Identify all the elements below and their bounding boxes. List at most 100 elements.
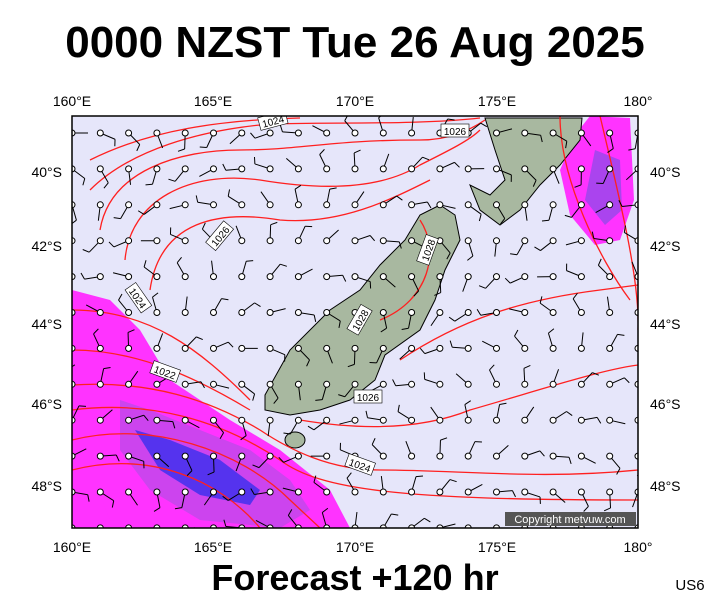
barb-station [239, 453, 245, 459]
barb-station [465, 381, 471, 387]
barb-flag [143, 542, 150, 543]
barb-station [154, 489, 160, 495]
barb-station [494, 166, 500, 172]
barb-station [97, 310, 103, 316]
barb-station [437, 310, 443, 316]
title: 0000 NZST Tue 26 Aug 2025 [65, 18, 645, 67]
barb-station [494, 489, 500, 495]
barb-station [239, 381, 245, 387]
barb-station [607, 202, 613, 208]
barb-station [267, 489, 273, 495]
barb-shaft [58, 277, 72, 285]
barb-station [324, 166, 330, 172]
left-lat-label: 48°S [31, 478, 62, 494]
barb-station [267, 453, 273, 459]
barb-station [126, 417, 132, 423]
barb-station [295, 489, 301, 495]
barb-station [550, 130, 556, 136]
barb-station [380, 453, 386, 459]
barb-station [182, 202, 188, 208]
left-lat-label: 44°S [31, 316, 62, 332]
barb-station [267, 274, 273, 280]
barb-station [352, 274, 358, 280]
barb-flag [484, 530, 485, 537]
barb-station [324, 274, 330, 280]
barb-station [324, 202, 330, 208]
barb-station [126, 130, 132, 136]
barb-station [182, 453, 188, 459]
barb-station [380, 310, 386, 316]
barb-shaft [100, 528, 105, 543]
barb-station [380, 238, 386, 244]
barb-station [126, 238, 132, 244]
barb-shaft [578, 528, 581, 544]
barb-station [267, 166, 273, 172]
barb-station [154, 310, 160, 316]
barb-station [324, 310, 330, 316]
barb-station [267, 202, 273, 208]
barb-station [550, 166, 556, 172]
barb-station [494, 381, 500, 387]
barb-station [97, 489, 103, 495]
barb-station [324, 345, 330, 351]
barb-station [409, 274, 415, 280]
barb-station [437, 381, 443, 387]
barb-station [239, 238, 245, 244]
isobar-label: 1026 [441, 124, 469, 138]
barb-station [465, 310, 471, 316]
barb-station [352, 238, 358, 244]
barb-station [550, 238, 556, 244]
barb-shaft [553, 528, 556, 544]
barb-shaft [625, 528, 638, 537]
barb-station [409, 381, 415, 387]
barb-station [267, 381, 273, 387]
barb-station [182, 274, 188, 280]
barb-station [409, 345, 415, 351]
bottom-lon-label: 175°E [478, 539, 516, 555]
left-lat-label: 46°S [31, 396, 62, 412]
barb-station [522, 202, 528, 208]
barb-station [97, 274, 103, 280]
barb-station [607, 453, 613, 459]
barb-station [324, 130, 330, 136]
bottom-lon-label: 170°E [336, 539, 374, 555]
barb-station [578, 238, 584, 244]
barb-station [211, 202, 217, 208]
barb-shaft [72, 528, 83, 540]
barb-shaft [638, 420, 651, 429]
barb-station [409, 453, 415, 459]
barb-station [182, 310, 188, 316]
barb-station [550, 202, 556, 208]
barb-station [97, 166, 103, 172]
barb-station [380, 417, 386, 423]
barb-station [522, 238, 528, 244]
barb-station [97, 417, 103, 423]
barb-station [465, 238, 471, 244]
barb-station [437, 274, 443, 280]
isobar-label-text: 1026 [444, 127, 467, 138]
barb-station [380, 202, 386, 208]
barb-station [607, 238, 613, 244]
barb-station [211, 453, 217, 459]
barb-station [182, 489, 188, 495]
barb-station [295, 417, 301, 423]
barb-flag [146, 184, 153, 185]
product-code: US6 [675, 577, 704, 594]
barb-flag [619, 533, 625, 537]
barb-station [211, 166, 217, 172]
barb-flag [246, 261, 253, 262]
barb-station [522, 489, 528, 495]
barb-flag [79, 406, 86, 407]
barb-station [295, 238, 301, 244]
barb-station [295, 166, 301, 172]
barb-station [578, 310, 584, 316]
barb-station [437, 453, 443, 459]
barb-station [522, 310, 528, 316]
barb-station [352, 417, 358, 423]
barb-station [409, 489, 415, 495]
top-lon-label: 160°E [53, 93, 91, 109]
barb-station [578, 166, 584, 172]
isobar-label-text: 1026 [357, 393, 380, 404]
barb-flag [651, 339, 657, 343]
